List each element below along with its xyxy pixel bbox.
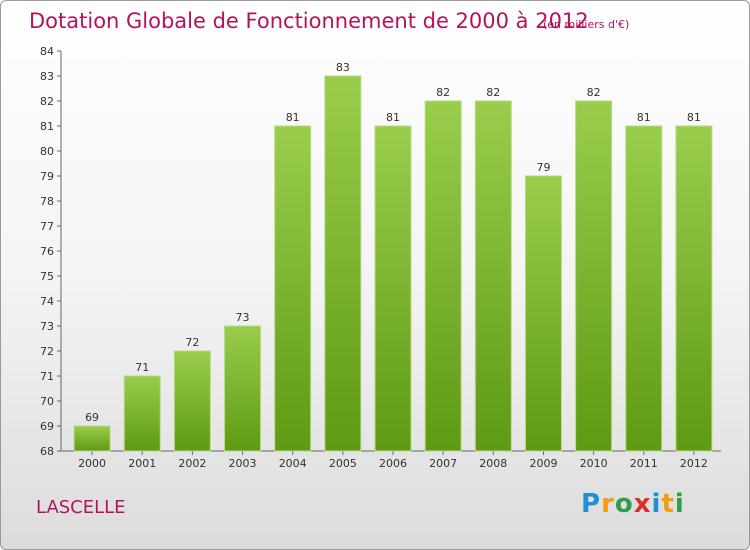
y-tick-label: 69 xyxy=(40,420,54,433)
proxiti-logo[interactable]: Proxiti xyxy=(581,489,685,519)
y-tick-label: 83 xyxy=(40,70,54,83)
x-tick-label-2002: 2002 xyxy=(178,457,206,470)
x-tick-label-2009: 2009 xyxy=(529,457,557,470)
commune-name: LASCELLE xyxy=(36,497,126,518)
data-label-2007: 82 xyxy=(436,86,450,99)
data-label-2006: 81 xyxy=(386,111,400,124)
data-label-2008: 82 xyxy=(486,86,500,99)
data-label-2003: 73 xyxy=(236,311,250,324)
y-tick-label: 77 xyxy=(40,220,54,233)
chart-units: (en milliers d'€) xyxy=(543,18,630,31)
bar-2010[interactable] xyxy=(575,100,613,452)
y-tick-label: 71 xyxy=(40,370,54,383)
bar-2008[interactable] xyxy=(474,100,512,452)
bar-2002[interactable] xyxy=(173,350,211,452)
data-label-2001: 71 xyxy=(135,361,149,374)
x-tick-label-2000: 2000 xyxy=(78,457,106,470)
y-tick-label: 75 xyxy=(40,270,54,283)
x-tick-label-2007: 2007 xyxy=(429,457,457,470)
x-tick-label-2006: 2006 xyxy=(379,457,407,470)
data-label-2004: 81 xyxy=(286,111,300,124)
data-label-2000: 69 xyxy=(85,411,99,424)
y-tick-label: 76 xyxy=(40,245,54,258)
x-tick-label-2012: 2012 xyxy=(680,457,708,470)
logo-letter: r xyxy=(601,489,615,519)
x-tick-label-2005: 2005 xyxy=(329,457,357,470)
y-tick-label: 82 xyxy=(40,95,54,108)
bar-2001[interactable] xyxy=(123,375,161,452)
data-label-2012: 81 xyxy=(687,111,701,124)
y-tick-label: 70 xyxy=(40,395,54,408)
y-tick-label: 74 xyxy=(40,295,54,308)
logo-letter: t xyxy=(661,489,675,519)
x-tick-label-2011: 2011 xyxy=(630,457,658,470)
x-tick-label-2008: 2008 xyxy=(479,457,507,470)
data-label-2002: 72 xyxy=(185,336,199,349)
y-tick-label: 84 xyxy=(40,45,54,58)
data-label-2005: 83 xyxy=(336,61,350,74)
y-tick-label: 72 xyxy=(40,345,54,358)
logo-letter: i xyxy=(674,489,685,519)
chart-title: Dotation Globale de Fonctionnement de 20… xyxy=(29,9,589,33)
bar-2011[interactable] xyxy=(625,125,663,452)
y-tick-label: 78 xyxy=(40,195,54,208)
bar-2009[interactable] xyxy=(524,175,562,452)
logo-letter: x xyxy=(633,489,652,519)
data-label-2011: 81 xyxy=(637,111,651,124)
y-tick-label: 81 xyxy=(40,120,54,133)
x-tick-label-2004: 2004 xyxy=(279,457,307,470)
data-label-2009: 79 xyxy=(536,161,550,174)
logo-letter: i xyxy=(651,489,662,519)
x-tick-label-2010: 2010 xyxy=(580,457,608,470)
data-label-2010: 82 xyxy=(587,86,601,99)
bar-2005[interactable] xyxy=(324,75,362,452)
bar-2006[interactable] xyxy=(374,125,412,452)
y-tick-label: 79 xyxy=(40,170,54,183)
bar-2012[interactable] xyxy=(675,125,713,452)
y-tick-label: 73 xyxy=(40,320,54,333)
y-tick-label: 80 xyxy=(40,145,54,158)
y-tick-label: 68 xyxy=(40,445,54,458)
x-tick-label-2003: 2003 xyxy=(229,457,257,470)
x-tick-label-2001: 2001 xyxy=(128,457,156,470)
bar-2007[interactable] xyxy=(424,100,462,452)
bar-2003[interactable] xyxy=(224,325,262,452)
bar-2000[interactable] xyxy=(73,425,111,452)
logo-letter: o xyxy=(614,489,634,519)
bar-2004[interactable] xyxy=(274,125,312,452)
logo-letter: P xyxy=(581,489,602,519)
